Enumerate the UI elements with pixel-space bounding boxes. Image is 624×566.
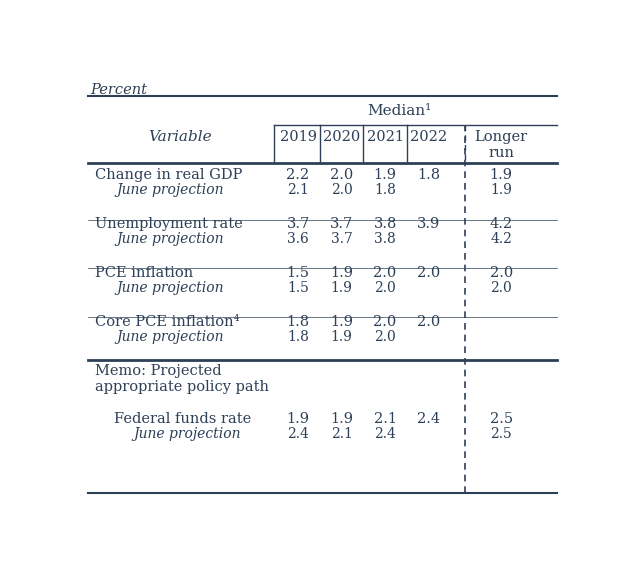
Text: 1.9: 1.9 bbox=[490, 168, 513, 182]
Text: June projection: June projection bbox=[134, 427, 241, 441]
Text: 1.9: 1.9 bbox=[330, 412, 353, 426]
Text: Change in real GDP: Change in real GDP bbox=[95, 168, 242, 182]
Text: 2.0: 2.0 bbox=[489, 266, 513, 280]
Text: 1.9: 1.9 bbox=[286, 412, 310, 426]
Text: 1.9: 1.9 bbox=[331, 281, 353, 295]
Text: 1.9: 1.9 bbox=[331, 330, 353, 344]
Text: 1.9: 1.9 bbox=[374, 168, 397, 182]
Text: 2.0: 2.0 bbox=[374, 281, 396, 295]
Text: 1.5: 1.5 bbox=[287, 281, 309, 295]
Text: 3.6: 3.6 bbox=[287, 232, 309, 246]
Text: Median¹: Median¹ bbox=[368, 104, 432, 118]
Text: June projection: June projection bbox=[117, 281, 224, 295]
Text: Longer
run: Longer run bbox=[475, 130, 528, 160]
Text: 2021: 2021 bbox=[366, 130, 404, 144]
Text: 2.0: 2.0 bbox=[330, 168, 353, 182]
Text: 3.8: 3.8 bbox=[373, 217, 397, 231]
Text: 2.5: 2.5 bbox=[490, 412, 513, 426]
Text: 1.8: 1.8 bbox=[286, 315, 310, 329]
Text: 2.4: 2.4 bbox=[287, 427, 309, 441]
Text: 1.5: 1.5 bbox=[286, 266, 310, 280]
Text: Memo: Projected
appropriate policy path: Memo: Projected appropriate policy path bbox=[95, 365, 269, 395]
Text: 3.8: 3.8 bbox=[374, 232, 396, 246]
Text: 1.8: 1.8 bbox=[417, 168, 440, 182]
Text: Percent: Percent bbox=[90, 83, 147, 97]
Text: 2.0: 2.0 bbox=[374, 330, 396, 344]
Text: 2.0: 2.0 bbox=[373, 315, 397, 329]
Text: 3.7: 3.7 bbox=[331, 232, 353, 246]
Text: 3.7: 3.7 bbox=[286, 217, 310, 231]
Text: 2.0: 2.0 bbox=[373, 266, 397, 280]
Text: 2.1: 2.1 bbox=[374, 412, 397, 426]
Text: Variable: Variable bbox=[148, 130, 212, 144]
Text: 2022: 2022 bbox=[410, 130, 447, 144]
Text: 2020: 2020 bbox=[323, 130, 360, 144]
Text: 2019: 2019 bbox=[280, 130, 316, 144]
Text: 2.0: 2.0 bbox=[417, 315, 441, 329]
Text: 2.5: 2.5 bbox=[490, 427, 512, 441]
Text: Federal funds rate: Federal funds rate bbox=[114, 412, 251, 426]
Text: 1.8: 1.8 bbox=[374, 183, 396, 198]
Text: 3.7: 3.7 bbox=[330, 217, 353, 231]
Text: Unemployment rate: Unemployment rate bbox=[95, 217, 243, 231]
Text: 4.2: 4.2 bbox=[490, 217, 513, 231]
Text: 4.2: 4.2 bbox=[490, 232, 512, 246]
Text: 2.4: 2.4 bbox=[417, 412, 440, 426]
Text: 2.0: 2.0 bbox=[490, 281, 512, 295]
Text: 2.1: 2.1 bbox=[287, 183, 309, 198]
Text: 2.2: 2.2 bbox=[286, 168, 310, 182]
Text: 1.8: 1.8 bbox=[287, 330, 309, 344]
Text: 2.1: 2.1 bbox=[331, 427, 353, 441]
Text: 1.9: 1.9 bbox=[330, 315, 353, 329]
Text: June projection: June projection bbox=[117, 183, 224, 198]
Text: 2.0: 2.0 bbox=[331, 183, 353, 198]
Text: 2.0: 2.0 bbox=[417, 266, 441, 280]
Text: 1.9: 1.9 bbox=[490, 183, 512, 198]
Text: 2.4: 2.4 bbox=[374, 427, 396, 441]
Text: June projection: June projection bbox=[117, 232, 224, 246]
Text: 1.9: 1.9 bbox=[330, 266, 353, 280]
Text: PCE inflation: PCE inflation bbox=[95, 266, 193, 280]
Text: June projection: June projection bbox=[117, 330, 224, 344]
Text: 3.9: 3.9 bbox=[417, 217, 441, 231]
Text: Core PCE inflation⁴: Core PCE inflation⁴ bbox=[95, 315, 240, 329]
